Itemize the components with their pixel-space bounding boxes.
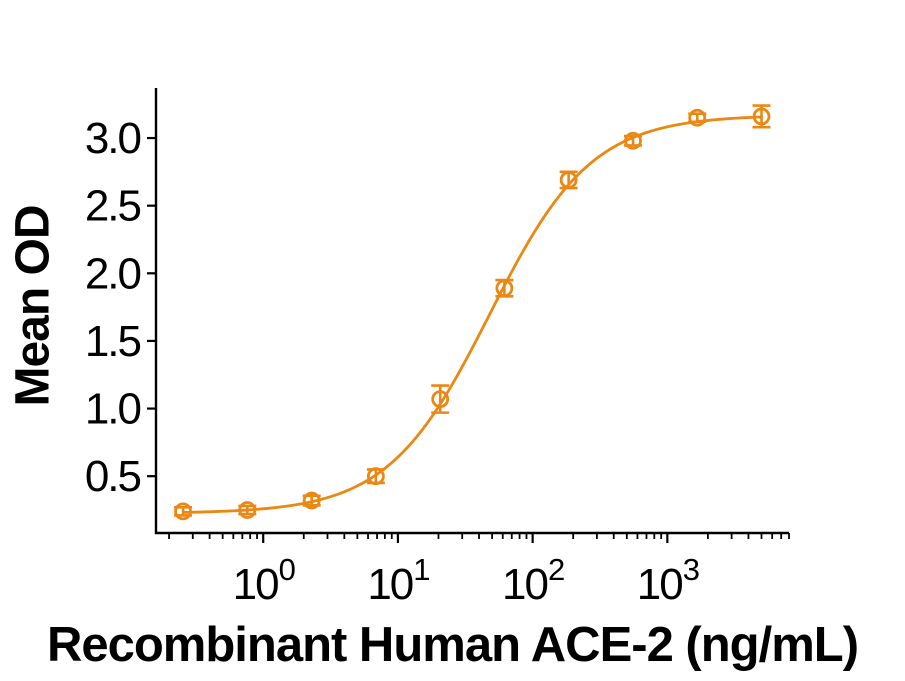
x-tick-label: 103 (637, 552, 699, 609)
y-tick-label: 3.0 (85, 114, 141, 163)
x-tick-labels: 100 101 102 103 (233, 552, 701, 609)
y-tick-label: 1.0 (85, 385, 141, 434)
data-point (366, 467, 385, 486)
data-point (302, 491, 321, 510)
x-axis-title: Recombinant Human ACE-2 (ng/mL) (46, 618, 859, 672)
y-ticks (147, 136, 156, 478)
y-tick-labels: 0.5 1.0 1.5 2.0 2.5 3.0 (85, 114, 143, 501)
fit-curve (183, 115, 762, 514)
x-tick-label: 100 (233, 552, 296, 609)
x-tick-label: 102 (502, 552, 564, 609)
error-bars (174, 104, 771, 517)
fit-curve-line (183, 115, 762, 514)
y-tick-label: 0.5 (85, 452, 141, 501)
axes (154, 88, 789, 535)
y-tick-label: 2.5 (85, 182, 141, 231)
data-point (495, 279, 514, 298)
x-tick-label: 101 (367, 552, 429, 609)
data-point (238, 501, 257, 519)
data-point (624, 131, 642, 150)
data-point (174, 502, 192, 521)
y-tick-label: 1.5 (85, 317, 141, 366)
data-point (431, 390, 450, 408)
data-points (174, 107, 771, 521)
data-point (752, 107, 771, 126)
data-point (559, 171, 578, 189)
y-tick-label: 2.0 (85, 249, 141, 298)
y-axis-title: Mean OD (6, 205, 60, 407)
data-point (688, 108, 707, 127)
x-major-ticks (262, 533, 669, 543)
axis-lines (154, 88, 789, 535)
